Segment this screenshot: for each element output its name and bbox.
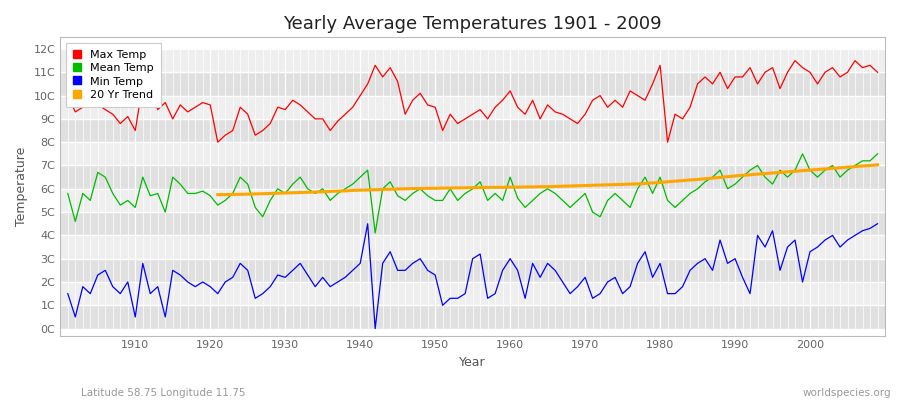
Bar xyxy=(60,235,885,259)
Bar xyxy=(60,305,885,328)
Title: Yearly Average Temperatures 1901 - 2009: Yearly Average Temperatures 1901 - 2009 xyxy=(284,15,662,33)
Bar xyxy=(60,72,885,96)
X-axis label: Year: Year xyxy=(459,356,486,369)
Legend: Max Temp, Mean Temp, Min Temp, 20 Yr Trend: Max Temp, Mean Temp, Min Temp, 20 Yr Tre… xyxy=(66,43,160,107)
Bar xyxy=(60,96,885,119)
Text: worldspecies.org: worldspecies.org xyxy=(803,388,891,398)
Bar xyxy=(60,259,885,282)
Bar xyxy=(60,212,885,235)
Y-axis label: Temperature: Temperature xyxy=(15,147,28,226)
Text: Latitude 58.75 Longitude 11.75: Latitude 58.75 Longitude 11.75 xyxy=(81,388,246,398)
Bar xyxy=(60,119,885,142)
Bar xyxy=(60,49,885,72)
Bar xyxy=(60,142,885,166)
Bar xyxy=(60,282,885,305)
Bar xyxy=(60,189,885,212)
Bar xyxy=(60,166,885,189)
